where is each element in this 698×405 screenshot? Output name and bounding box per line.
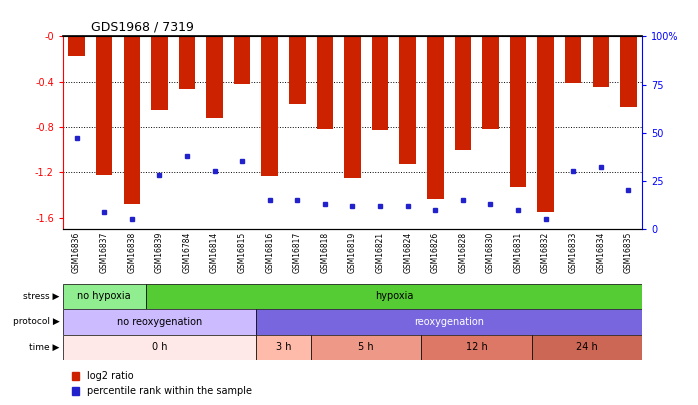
Bar — [234, 36, 251, 84]
Bar — [593, 36, 609, 87]
Bar — [68, 36, 85, 56]
Bar — [427, 36, 443, 199]
Bar — [510, 36, 526, 187]
Bar — [565, 36, 581, 83]
Bar — [124, 36, 140, 204]
Text: no hypoxia: no hypoxia — [77, 291, 131, 301]
Bar — [262, 36, 278, 176]
Bar — [311, 335, 422, 360]
Bar — [63, 284, 146, 309]
Bar — [532, 335, 642, 360]
Text: reoxygenation: reoxygenation — [414, 317, 484, 327]
Text: 0 h: 0 h — [151, 342, 167, 352]
Bar — [207, 36, 223, 118]
Bar — [537, 36, 554, 212]
Bar — [454, 36, 471, 149]
Text: GDS1968 / 7319: GDS1968 / 7319 — [91, 20, 193, 33]
Bar — [317, 36, 333, 129]
Bar — [620, 36, 637, 107]
Bar — [422, 335, 532, 360]
Bar — [372, 36, 388, 130]
Bar — [179, 36, 195, 89]
Text: protocol ▶: protocol ▶ — [13, 317, 59, 326]
Text: stress ▶: stress ▶ — [23, 292, 59, 301]
Bar — [63, 335, 256, 360]
Text: 24 h: 24 h — [576, 342, 598, 352]
Text: no reoxygenation: no reoxygenation — [117, 317, 202, 327]
Bar — [146, 284, 642, 309]
Text: 5 h: 5 h — [359, 342, 374, 352]
Text: 12 h: 12 h — [466, 342, 487, 352]
Bar — [256, 335, 311, 360]
Bar — [482, 36, 498, 129]
Bar — [256, 309, 642, 335]
Text: 3 h: 3 h — [276, 342, 291, 352]
Bar — [63, 309, 256, 335]
Bar — [289, 36, 306, 104]
Bar — [151, 36, 168, 110]
Bar — [344, 36, 361, 178]
Text: time ▶: time ▶ — [29, 343, 59, 352]
Bar — [96, 36, 112, 175]
Legend: log2 ratio, percentile rank within the sample: log2 ratio, percentile rank within the s… — [68, 367, 256, 400]
Bar — [399, 36, 416, 164]
Text: hypoxia: hypoxia — [375, 291, 413, 301]
